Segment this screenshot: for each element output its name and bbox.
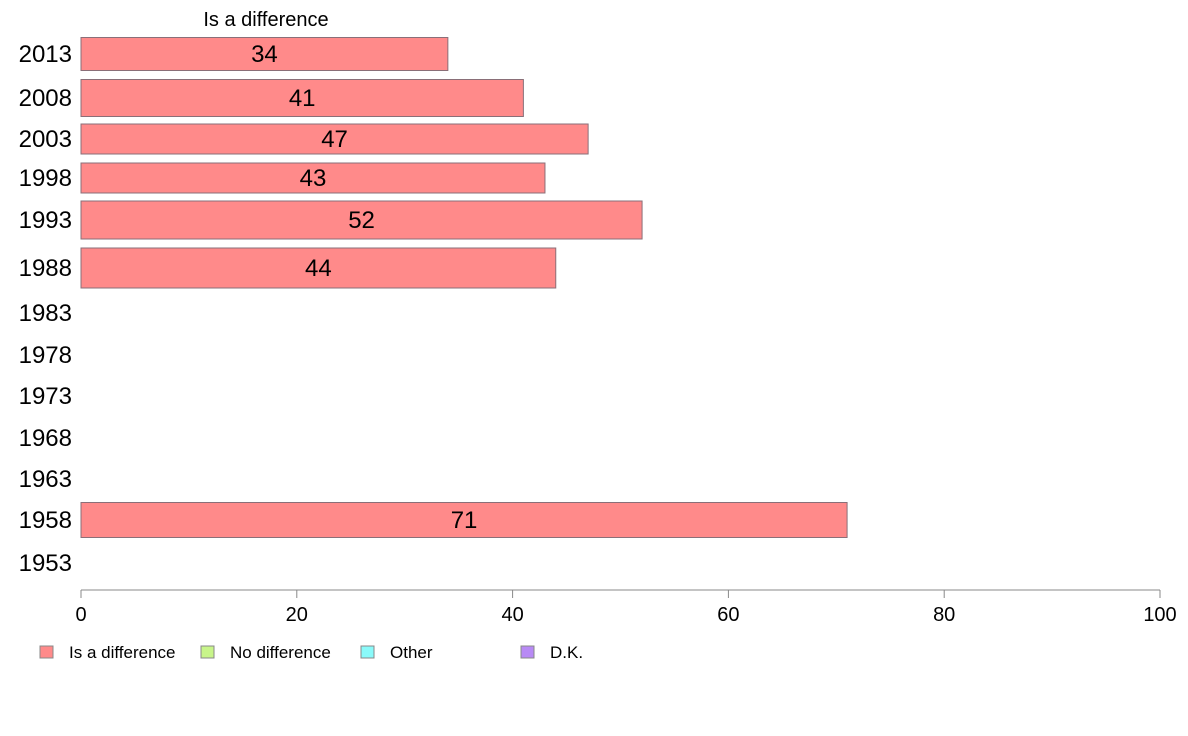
legend-label-d-k: D.K. (550, 643, 583, 662)
x-tick-label-100: 100 (1143, 604, 1176, 626)
legend-label-is-a-difference: Is a difference (69, 643, 175, 662)
category-label-1968: 1968 (19, 425, 72, 452)
legend: Is a difference No difference Other D.K. (39, 643, 583, 662)
bar-value-label-2008: 41 (289, 85, 316, 112)
category-label-1998: 1998 (19, 165, 72, 192)
bar-value-label-2013: 34 (251, 41, 278, 68)
legend-swatch-no-difference (200, 645, 215, 659)
bar-value-label-1998: 43 (300, 165, 327, 192)
category-label-1978: 1978 (19, 342, 72, 369)
category-label-1988: 1988 (19, 255, 72, 282)
bar-1988 (80, 247, 557, 289)
legend-label-no-difference: No difference (230, 643, 331, 662)
legend-swatch-is-a-difference (39, 645, 54, 659)
x-tick-label-60: 60 (717, 604, 739, 626)
category-label-2013: 2013 (19, 41, 72, 68)
bar-2013 (80, 37, 449, 71)
category-label-2008: 2008 (19, 85, 72, 112)
bar-value-label-1993: 52 (348, 207, 375, 234)
category-label-1993: 1993 (19, 207, 72, 234)
legend-swatch-d-k (520, 645, 535, 659)
category-label-2003: 2003 (19, 126, 72, 153)
category-label-1958: 1958 (19, 507, 72, 534)
category-label-1953: 1953 (19, 550, 72, 577)
bar-1958 (80, 502, 848, 538)
legend-label-other: Other (390, 643, 433, 662)
x-tick-label-20: 20 (286, 604, 308, 626)
bar-value-label-1958: 71 (451, 507, 478, 534)
bar-2003 (80, 123, 589, 155)
category-label-1983: 1983 (19, 300, 72, 327)
bar-value-label-1988: 44 (305, 255, 332, 282)
bar-1998 (80, 162, 546, 194)
x-axis: 0 20 40 60 80 100 (75, 589, 1177, 626)
category-label-1963: 1963 (19, 466, 72, 493)
legend-swatch-other (360, 645, 375, 659)
series-heading: Is a difference (203, 9, 328, 31)
bar-1993 (80, 200, 643, 240)
bar-value-label-2003: 47 (321, 126, 348, 153)
x-tick-label-0: 0 (75, 604, 86, 626)
category-label-1973: 1973 (19, 383, 72, 410)
x-tick-label-80: 80 (933, 604, 955, 626)
x-tick-label-40: 40 (501, 604, 523, 626)
category-labels: 2013 2008 2003 1998 1993 1988 1983 1978 1973 1968… (19, 41, 72, 577)
bar-2008 (80, 79, 524, 117)
